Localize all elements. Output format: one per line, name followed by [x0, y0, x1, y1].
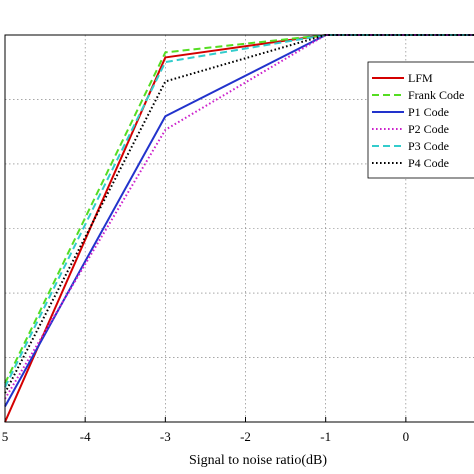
legend-entry-label: LFM [408, 71, 433, 85]
legend-entry-label: P3 Code [408, 139, 449, 153]
plot-frame [4, 34, 474, 423]
legend-entry-label: P1 Code [408, 105, 449, 119]
legend: LFM Frank Code P1 Code P2 Code P3 Code P4 Cod… [367, 61, 474, 179]
x-tick-label: 5 [2, 429, 9, 444]
legend-entry-label: Frank Code [408, 88, 464, 102]
x-tick-label: -1 [320, 429, 331, 444]
legend-entry-label: P4 Code [408, 156, 449, 170]
x-tick-label: 0 [403, 429, 410, 444]
x-ticks: 5 -4 -3 -2 -1 0 [2, 417, 409, 444]
legend-box [367, 61, 474, 179]
x-tick-label: -2 [240, 429, 251, 444]
x-tick-label: -4 [80, 429, 91, 444]
legend-entry-label: P2 Code [408, 122, 449, 136]
x-tick-label: -3 [160, 429, 171, 444]
x-axis-label: Signal to noise ratio(dB) [189, 453, 327, 468]
